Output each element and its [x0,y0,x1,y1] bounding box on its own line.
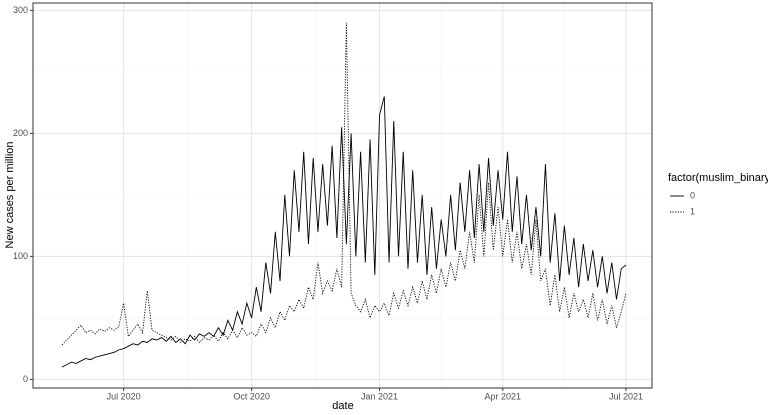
grid [33,3,652,388]
legend-title: factor(muslim_binary) [668,172,768,184]
y-tick-label: 300 [13,5,28,15]
y-tick-label: 100 [13,251,28,261]
series-line [61,96,627,368]
panel [33,3,652,388]
x-tick-label: Jan 2021 [361,391,398,401]
x-tick-label: Jul 2021 [609,391,643,401]
legend-label: 1 [690,206,695,216]
y-tick-label: 0 [23,374,28,384]
lines [61,22,627,368]
panel-border [32,2,653,389]
x-tick-label: Apr 2021 [485,391,522,401]
legend-label: 0 [690,190,695,200]
x-tick-label: Oct 2020 [233,391,270,401]
y-tick-label: 200 [13,128,28,138]
x-axis-title: date [332,400,353,412]
series-line [61,22,627,346]
legend: 01 [670,190,695,216]
y-axis-title: New cases per million [4,142,16,249]
x-tick-label: Jul 2020 [107,391,141,401]
